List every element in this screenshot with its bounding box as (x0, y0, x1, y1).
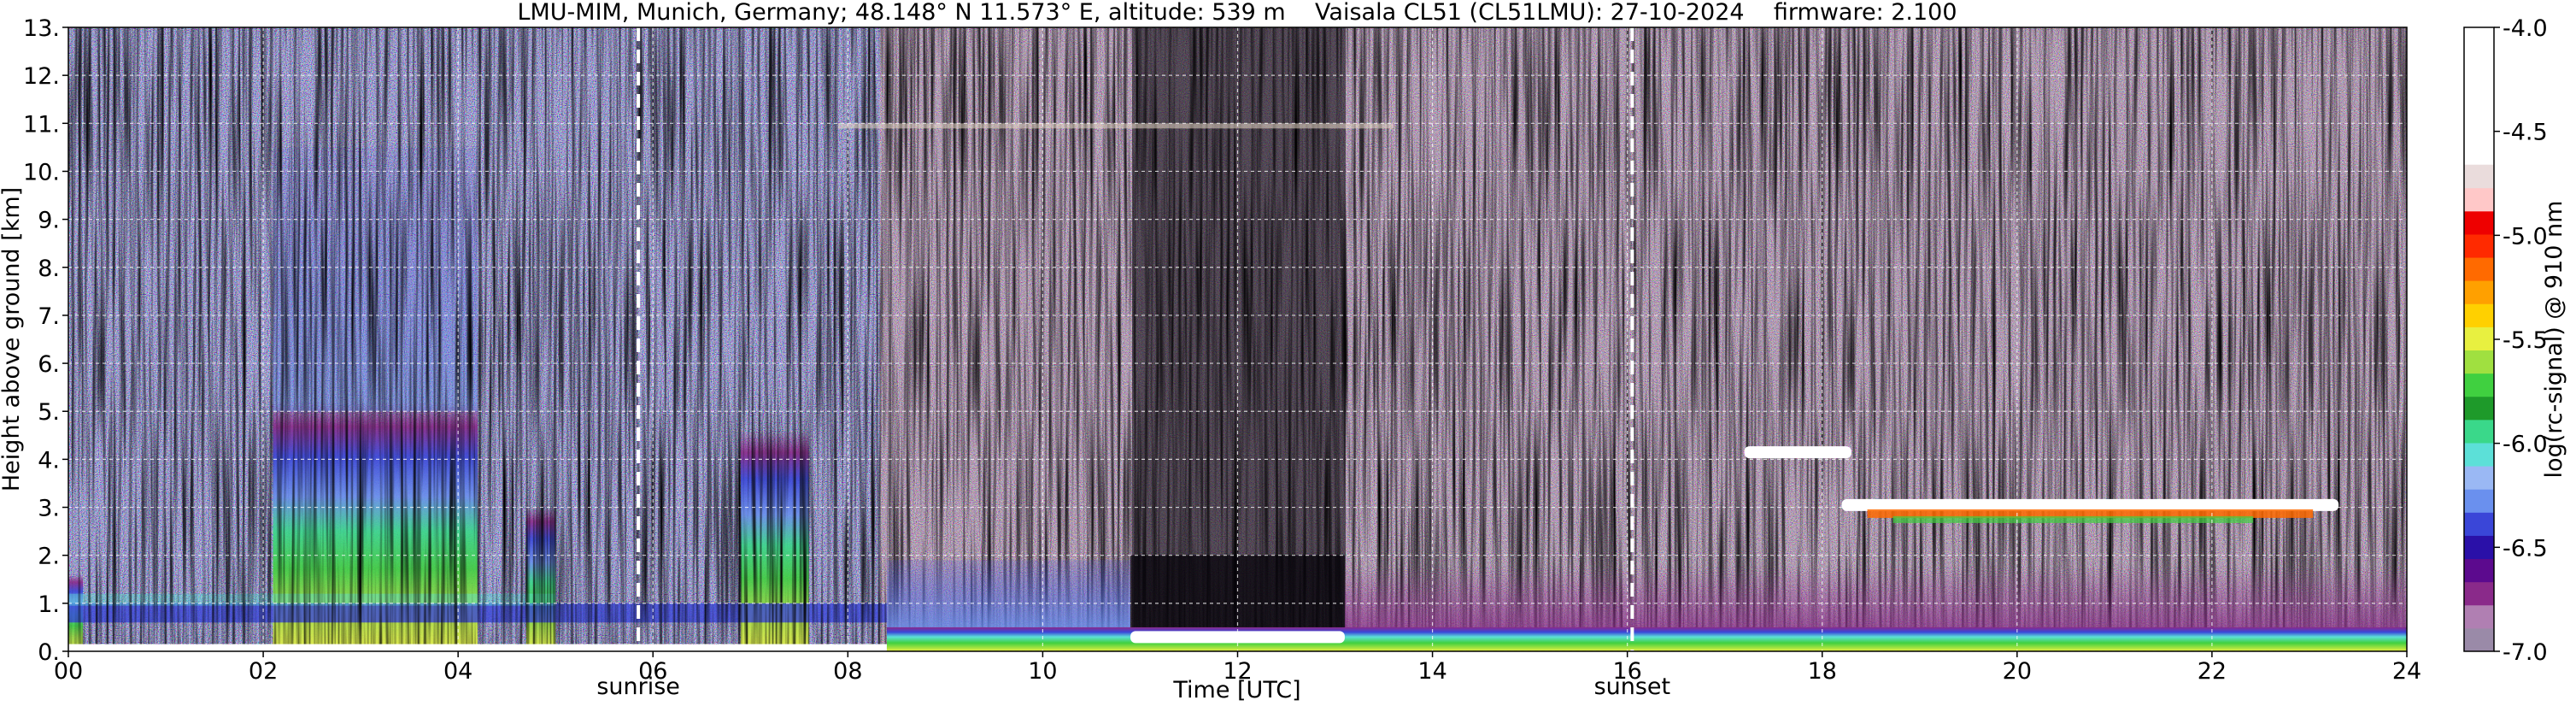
cloud-base-lower (1892, 515, 2254, 523)
x-axis: 00 02 04 06 08 10 12 14 16 18 20 22 24 (54, 651, 2421, 685)
x-tick-label: 22 (2198, 658, 2227, 685)
evening-residual-layer (1344, 564, 2407, 638)
sun-marker-label: sunset (1594, 674, 1671, 700)
y-tick-label: 2. (38, 544, 60, 570)
near-surface-band (68, 644, 887, 651)
y-tick-label: 7. (38, 303, 60, 330)
y-axis-label: Height above ground [km] (0, 187, 25, 491)
y-tick-label: 5. (38, 399, 60, 426)
y-tick-label: 11. (23, 111, 60, 138)
x-tick-label: 00 (54, 658, 83, 685)
colorbar-segment (2464, 373, 2494, 397)
colorbar-tick-label: -4.0 (2503, 15, 2548, 42)
colorbar-tick-label: -5.0 (2503, 223, 2548, 250)
x-axis-label: Time [UTC] (1172, 677, 1300, 703)
cloud-base (1867, 509, 2314, 518)
y-tick-label: 4. (38, 447, 60, 474)
x-tick-label: 20 (2003, 658, 2032, 685)
colorbar-segment (2464, 581, 2494, 606)
colorbar-segment (2464, 210, 2494, 235)
colorbar-segment (2464, 350, 2494, 374)
x-tick-label: 04 (443, 658, 472, 685)
colorbar-tick-label: -5.5 (2503, 327, 2548, 354)
colorbar-segment (2464, 187, 2494, 212)
x-tick-label: 08 (833, 658, 862, 685)
colorbar-tick-label: -4.5 (2503, 120, 2548, 146)
colorbar-tick-label: -6.0 (2503, 432, 2548, 458)
x-tick-label: 10 (1028, 658, 1057, 685)
y-tick-label: 1. (38, 591, 60, 618)
boundary-layer-aerosol (886, 627, 2407, 651)
x-tick-label: 02 (249, 658, 278, 685)
x-tick-label: 24 (2392, 658, 2421, 685)
y-tick-label: 3. (38, 496, 60, 522)
cloud-layer (1744, 446, 1851, 459)
colorbar-segment (2464, 442, 2494, 467)
sun-markers: sunrise sunset (596, 27, 1670, 700)
x-tick-label: 18 (1808, 658, 1837, 685)
colorbar-segment (2464, 257, 2494, 281)
colorbar-segment (2464, 27, 2494, 165)
colorbar-segment (2464, 280, 2494, 304)
y-axis: 0. 1. 2. 3. 4. 5. 6. 7. 8. 9. 10. 11. 12. 13. (23, 15, 68, 666)
colorbar-segment (2464, 558, 2494, 583)
colorbar-segment (2464, 164, 2494, 189)
cirrus-trace (837, 123, 1394, 129)
y-tick-label: 9. (38, 208, 60, 234)
x-tick-label: 06 (638, 658, 667, 685)
colorbar-segment (2464, 627, 2494, 652)
chart-title: LMU-MIM, Munich, Germany; 48.148° N 11.5… (517, 0, 1957, 26)
y-tick-label: 8. (38, 256, 60, 282)
y-tick-label: 12. (23, 63, 60, 90)
colorbar-segment (2464, 233, 2494, 258)
colorbar-segment (2464, 512, 2494, 536)
signal-features (68, 27, 2407, 651)
colorbar-segment (2464, 535, 2494, 560)
y-tick-label: 0. (38, 639, 60, 666)
cloud-layer (1841, 498, 2339, 511)
colorbar-segment (2464, 466, 2494, 490)
colorbar-segment (2464, 489, 2494, 513)
colorbar-segment (2464, 419, 2494, 444)
colorbar-label: log(rc-signal) @ 910 nm (2541, 201, 2567, 479)
plot-area (68, 27, 2407, 651)
colorbar-tick-label: -7.0 (2503, 639, 2548, 666)
y-tick-label: 10. (23, 159, 60, 185)
y-tick-label: 6. (38, 351, 60, 378)
sun-marker-label: sunrise (596, 674, 680, 700)
x-tick-label: 12 (1223, 658, 1252, 685)
colorbar-tick-label: -6.5 (2503, 535, 2548, 562)
colorbar-segment (2464, 396, 2494, 421)
x-tick-label: 16 (1612, 658, 1641, 685)
colorbar-segment (2464, 303, 2494, 327)
daytime-mixing-layer (886, 560, 1131, 632)
y-tick-label: 13. (23, 15, 60, 42)
x-tick-label: 14 (1417, 658, 1446, 685)
colorbar: -7.0 -6.5 -6.0 -5.5 -5.0 -4.5 -4.0 (2463, 15, 2548, 666)
colorbar-segment (2464, 604, 2494, 629)
colorbar-segment (2464, 327, 2494, 351)
